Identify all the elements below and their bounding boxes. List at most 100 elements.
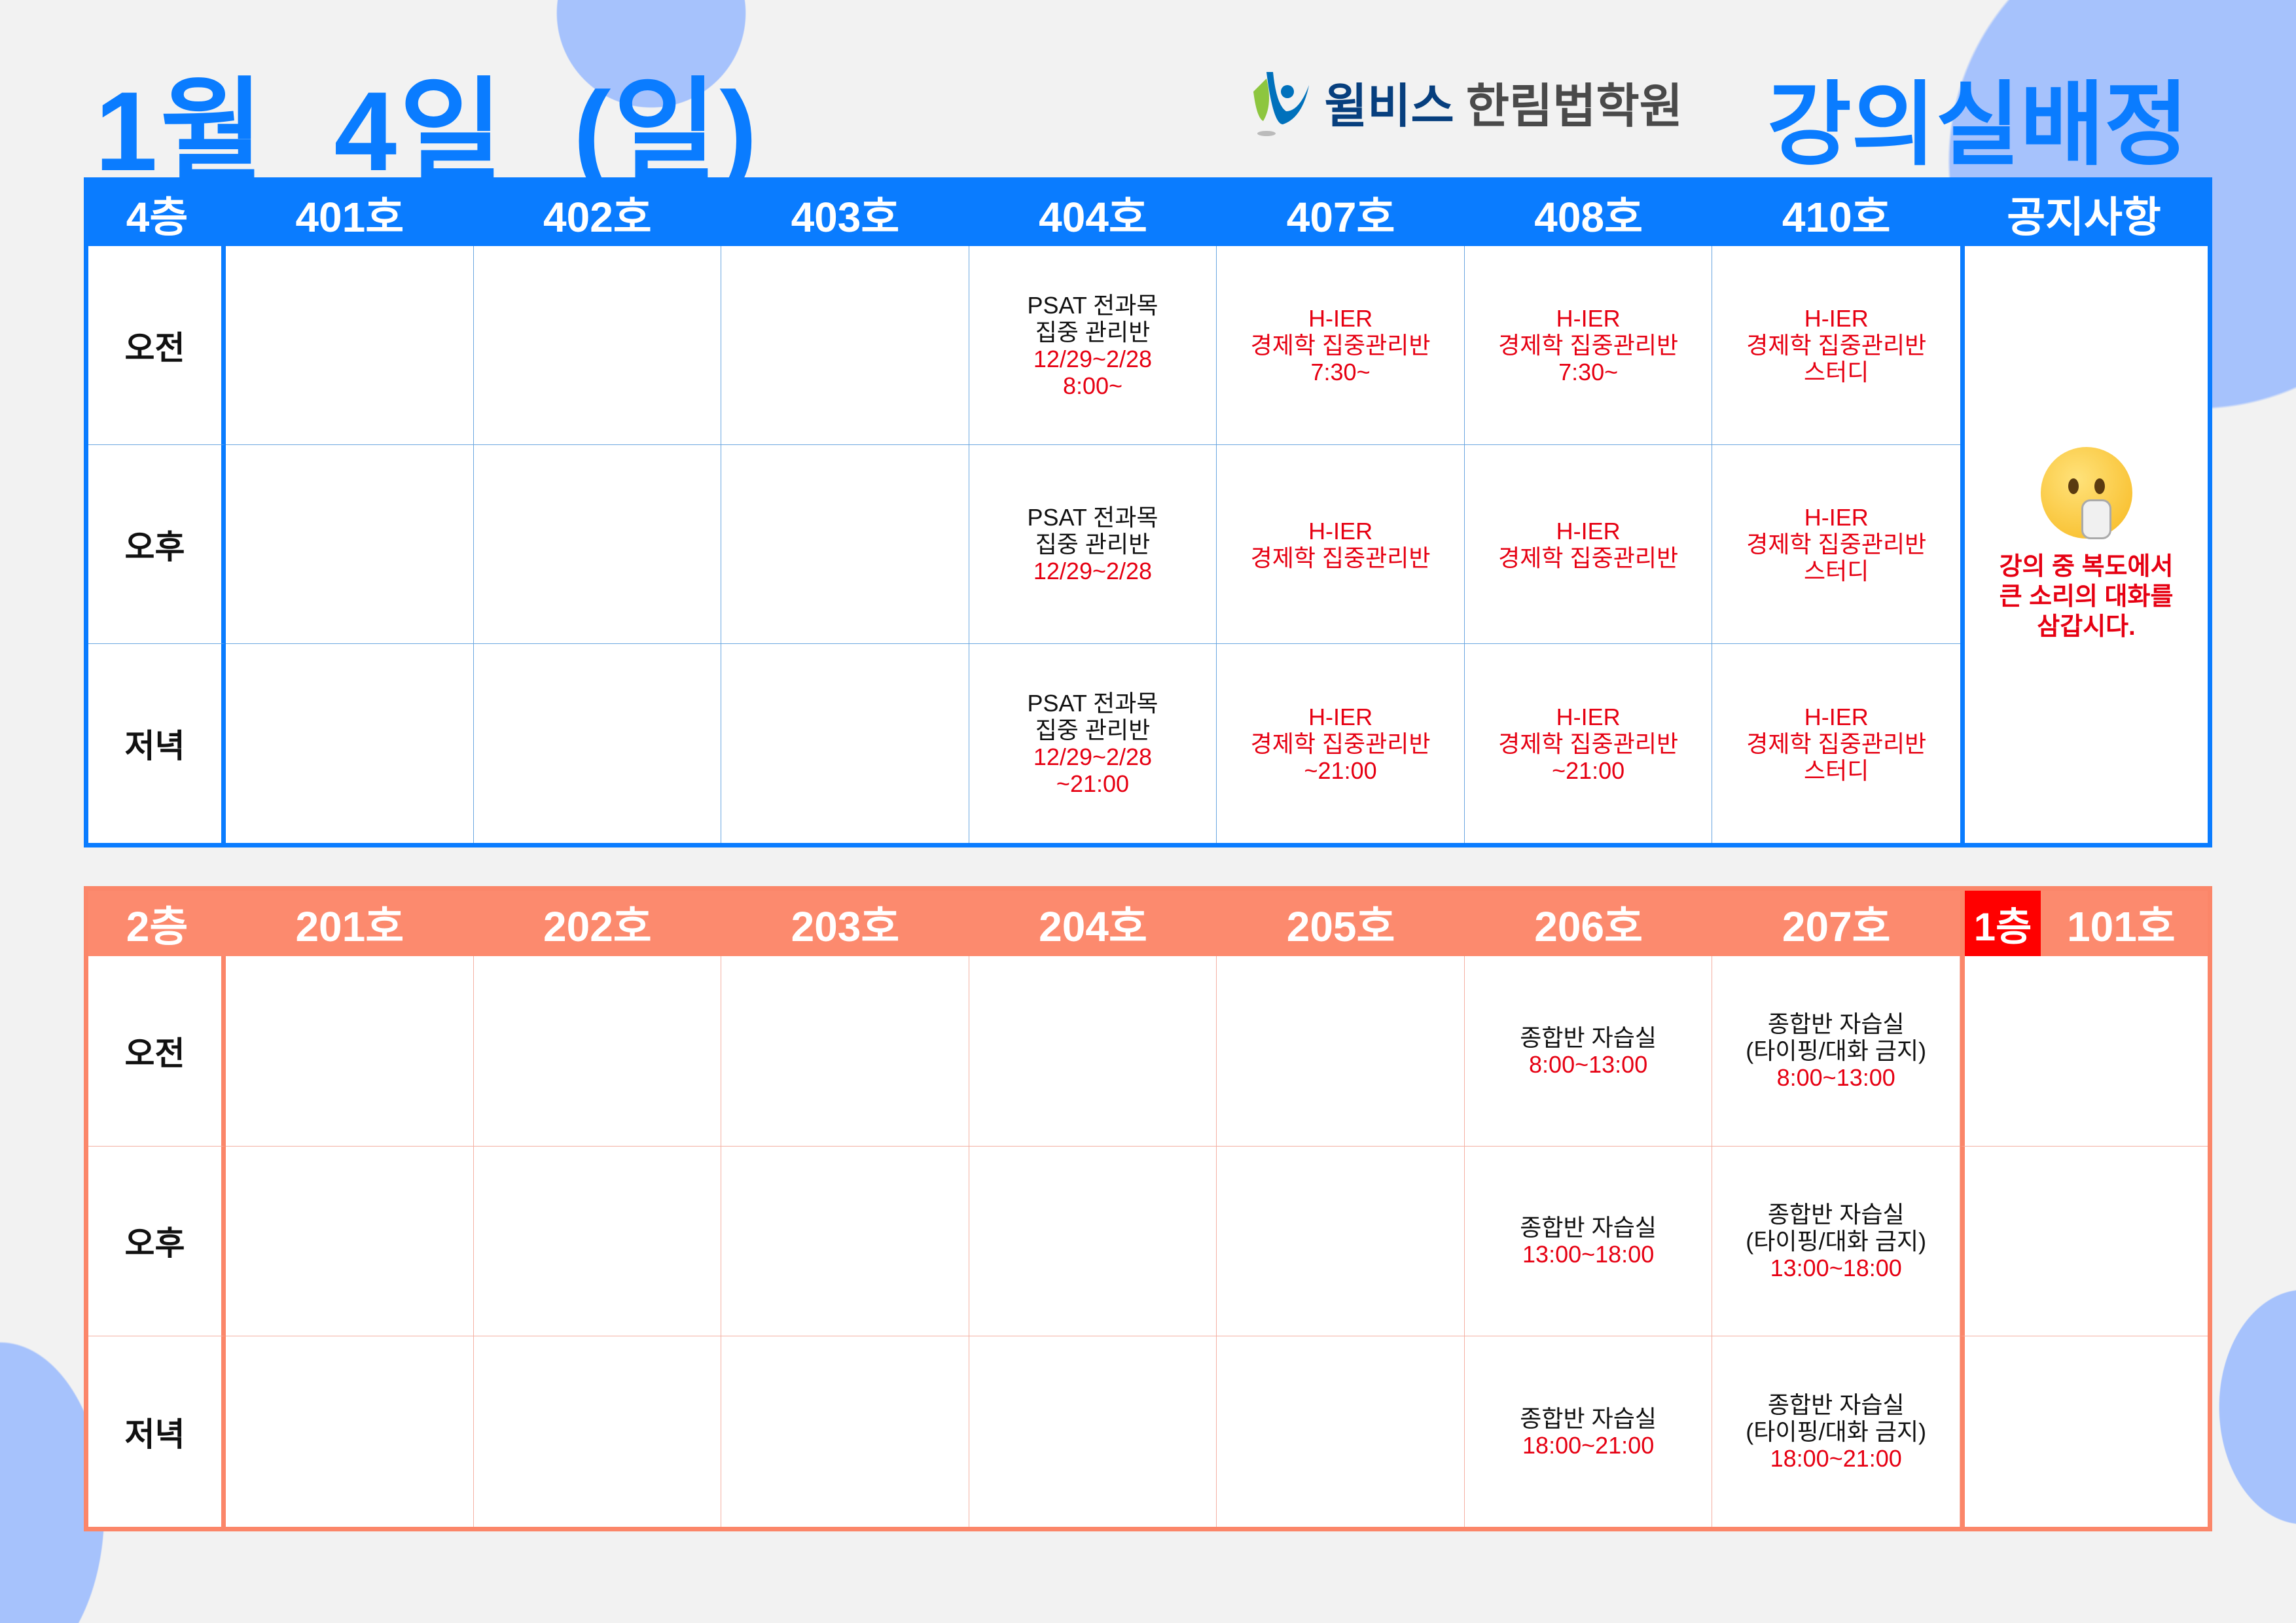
cell-line: PSAT 전과목 <box>1027 690 1158 717</box>
schedule-cell <box>473 956 722 1147</box>
shushing-face-icon <box>2040 447 2132 539</box>
room-header: 207호 <box>1712 891 1960 956</box>
schedule-cell <box>226 956 474 1147</box>
schedule-cell: 종합반 자습실 (타이핑/대화 금지) 8:00~13:00 <box>1712 956 1960 1147</box>
cell-line: 경제학 집중관리반 <box>1498 544 1679 571</box>
cell-line: ~21:00 <box>1552 757 1625 784</box>
cell-line: ~21:00 <box>1304 757 1377 784</box>
room-header: 203호 <box>721 891 969 956</box>
row-label-1: 오후 <box>88 1146 226 1337</box>
cell-line: 8:00~13:00 <box>1529 1050 1648 1078</box>
schedule-cell: H-IER 경제학 집중관리반 스터디 <box>1712 246 1960 445</box>
schedule-cell: H-IER 경제학 집중관리반 <box>1217 445 1465 644</box>
cell-line: H-IER <box>1804 703 1869 730</box>
cell-line: H-IER <box>1556 305 1621 332</box>
schedule-cell <box>721 1146 969 1337</box>
cell-line: 집중 관리반 <box>1035 318 1151 346</box>
cell-line: H-IER <box>1556 703 1621 730</box>
notice-text: 강의 중 복도에서 큰 소리의 대화를 삼갑시다. <box>2000 552 2174 642</box>
cell-line: H-IER <box>1556 517 1621 544</box>
schedule-cell <box>1217 956 1465 1147</box>
cell-line: 경제학 집중관리반 <box>1746 332 1927 359</box>
cell-line: PSAT 전과목 <box>1027 291 1158 319</box>
schedule-cell <box>721 246 969 445</box>
schedule-cell <box>474 1336 722 1527</box>
schedule-cell <box>969 1336 1217 1527</box>
row-label-0: 오전 <box>88 956 226 1147</box>
schedule-cell <box>1217 1146 1465 1337</box>
page-heading: 강의실배정 <box>1767 73 2189 176</box>
notice-line: 삼갑시다. <box>2037 613 2136 641</box>
cell-line: PSAT 전과목 <box>1027 504 1158 531</box>
schedule-cell <box>473 246 722 445</box>
room-header: 202호 <box>473 891 722 956</box>
cell-line: H-IER <box>1804 305 1869 332</box>
row-label-1: 오후 <box>88 445 226 644</box>
schedule-cell: H-IER 경제학 집중관리반 스터디 <box>1712 644 1960 843</box>
schedule-cell: 종합반 자습실 (타이핑/대화 금지) 13:00~18:00 <box>1712 1146 1960 1337</box>
schedule-cell <box>969 1146 1217 1337</box>
schedule-cell: PSAT 전과목 집중 관리반 12/29~2/28 <box>969 445 1217 644</box>
row-label-2: 저녁 <box>88 1336 226 1527</box>
schedule-cell <box>721 956 969 1147</box>
cell-line: 7:30~ <box>1558 359 1619 385</box>
cell-line: 13:00~18:00 <box>1770 1254 1902 1281</box>
cell-line: 12/29~2/28 <box>1033 345 1153 372</box>
schedule-cell <box>1960 1336 2208 1527</box>
hand <box>2081 499 2111 539</box>
schedule-cell: H-IER 경제학 집중관리반 ~21:00 <box>1217 644 1465 843</box>
cell-line: 경제학 집중관리반 <box>1498 332 1679 359</box>
notice-line: 큰 소리의 대화를 <box>1999 583 2174 611</box>
cell-line: 집중 관리반 <box>1035 717 1151 743</box>
cell-line: 18:00~21:00 <box>1522 1431 1655 1459</box>
room-header: 408호 <box>1464 182 1713 246</box>
cell-line: 스터디 <box>1804 359 1869 385</box>
schedule-cell: H-IER 경제학 집중관리반 7:30~ <box>1464 246 1713 445</box>
cell-line: 8:00~13:00 <box>1776 1064 1895 1092</box>
room-header: 205호 <box>1217 891 1465 956</box>
cell-line: 12/29~2/28 <box>1033 743 1153 770</box>
logo-mark-icon <box>1247 65 1312 137</box>
notice-panel: 강의 중 복도에서 큰 소리의 대화를 삼갑시다. <box>1960 246 2208 843</box>
floor1-label: 1층 <box>1965 891 2041 956</box>
schedule-cell: PSAT 전과목 집중 관리반 12/29~2/28 8:00~ <box>969 246 1217 445</box>
cell-line: 스터디 <box>1804 757 1869 784</box>
room-header: 403호 <box>721 182 969 246</box>
floor1-header: 1층 101호 <box>1960 891 2208 956</box>
cell-line: (타이핑/대화 금지) <box>1746 1227 1927 1255</box>
schedule-cell <box>969 956 1217 1147</box>
schedule-cell <box>721 1336 969 1527</box>
schedule-cell <box>721 445 969 644</box>
room-header: 401호 <box>226 182 474 246</box>
schedule-cell <box>226 445 474 644</box>
cell-line: 18:00~21:00 <box>1770 1445 1902 1472</box>
cell-line: 종합반 자습실 <box>1520 1024 1657 1051</box>
schedule-cell <box>473 1146 722 1337</box>
page-title: 1월 4일 (일) <box>95 69 760 194</box>
schedule-cell: H-IER 경제학 집중관리반 ~21:00 <box>1465 644 1713 843</box>
room-header: 204호 <box>969 891 1217 956</box>
cell-line: H-IER <box>1804 504 1869 531</box>
room-header: 201호 <box>226 891 474 956</box>
cell-line: (타이핑/대화 금지) <box>1746 1418 1927 1446</box>
schedule-cell <box>226 644 474 843</box>
cell-line: 종합반 자습실 <box>1520 1404 1657 1432</box>
academy-logo: 윌비스 한림법학원 <box>1247 65 1683 137</box>
cell-line: 12/29~2/28 <box>1033 558 1153 584</box>
room-header: 407호 <box>1217 182 1465 246</box>
cell-line: 스터디 <box>1804 558 1869 584</box>
schedule-cell <box>474 644 722 843</box>
notice-header: 공지사항 <box>1960 182 2208 246</box>
cell-line: ~21:00 <box>1056 770 1130 797</box>
cell-line: H-IER <box>1308 305 1373 332</box>
row-label-2: 저녁 <box>88 644 226 843</box>
schedule-cell <box>226 1336 474 1527</box>
cell-line: 집중 관리반 <box>1035 531 1151 558</box>
schedule-cell <box>1960 956 2208 1147</box>
room-header: 410호 <box>1712 182 1960 246</box>
schedule-cell: H-IER 경제학 집중관리반 스터디 <box>1712 445 1960 644</box>
schedule-cell: PSAT 전과목 집중 관리반 12/29~2/28 ~21:00 <box>969 644 1217 843</box>
schedule-cell <box>1217 1336 1465 1527</box>
schedule-cell: 종합반 자습실 18:00~21:00 <box>1465 1336 1713 1527</box>
room-header: 402호 <box>473 182 722 246</box>
